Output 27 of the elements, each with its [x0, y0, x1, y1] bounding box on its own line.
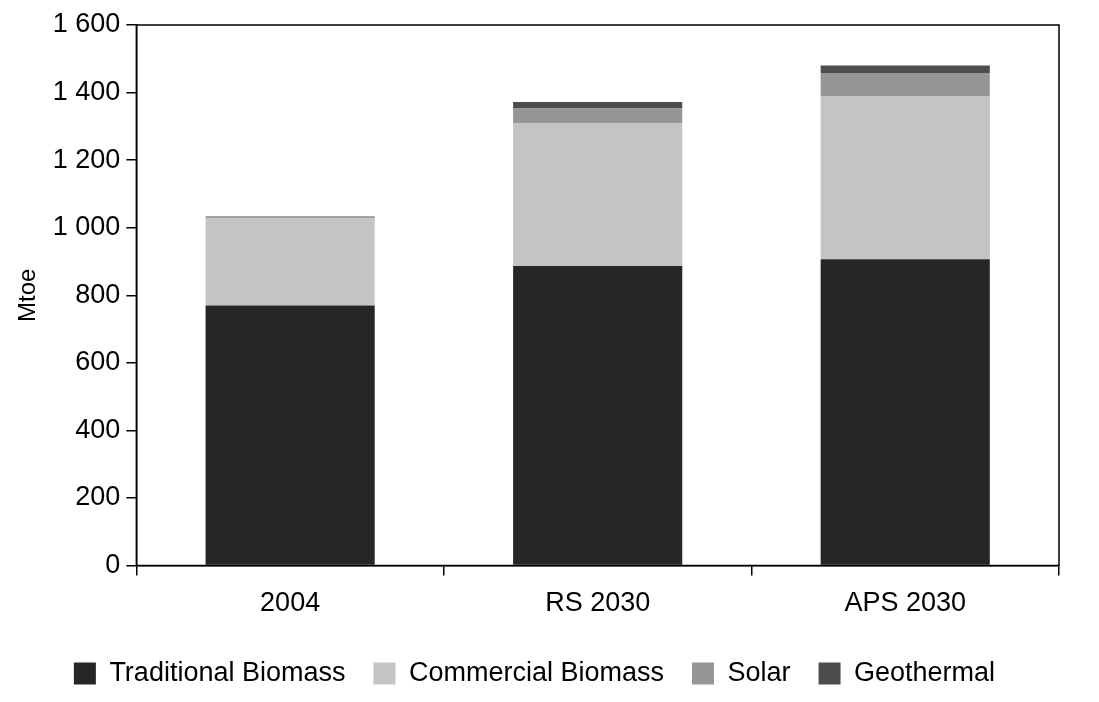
y-tick-label: 800 — [75, 278, 121, 309]
bar — [820, 259, 990, 565]
y-axis-title: Mtoe — [13, 268, 41, 322]
legend-label: Solar — [727, 656, 791, 687]
y-tick-label: 400 — [75, 413, 121, 444]
bar — [513, 265, 683, 565]
x-tick-label: 2004 — [260, 587, 321, 618]
legend-label: Traditional Biomass — [109, 656, 346, 687]
bar — [820, 65, 990, 73]
bar — [820, 72, 990, 96]
y-tick-label: 1 000 — [52, 211, 121, 242]
y-tick-label: 1 600 — [52, 8, 121, 39]
bar — [513, 102, 683, 109]
legend-label: Geothermal — [854, 656, 996, 687]
y-tick-label: 600 — [75, 346, 121, 377]
y-tick-label: 1 200 — [52, 143, 121, 174]
x-tick-label: APS 2030 — [844, 587, 967, 618]
bar — [513, 108, 683, 123]
bar — [205, 305, 375, 565]
y-tick-label: 0 — [105, 549, 121, 580]
y-tick-label: 1 400 — [52, 76, 121, 107]
y-tick-label: 200 — [75, 481, 121, 512]
legend-label: Commercial Biomass — [408, 656, 665, 687]
bar — [820, 95, 990, 260]
x-tick-label: RS 2030 — [545, 587, 651, 618]
bar — [513, 122, 683, 266]
bar — [205, 218, 375, 306]
